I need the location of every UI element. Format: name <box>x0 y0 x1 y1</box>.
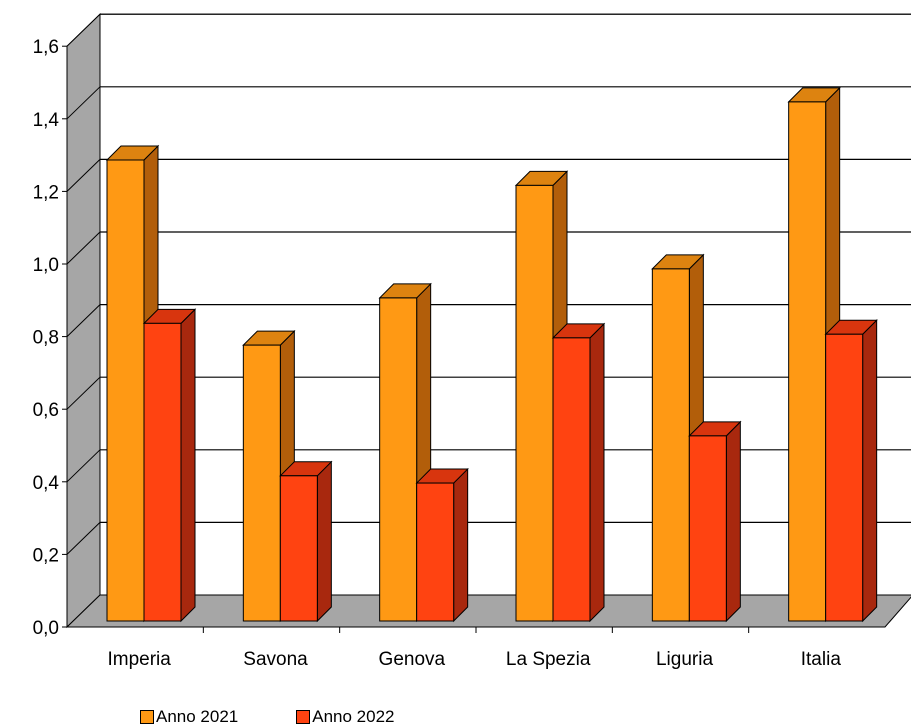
bar <box>142 308 197 623</box>
bar <box>279 460 333 623</box>
axes <box>62 45 885 633</box>
bar-front <box>379 297 418 622</box>
bar-side <box>862 319 878 623</box>
bar-front <box>552 337 591 622</box>
gridline-side <box>66 522 101 555</box>
bar <box>551 322 606 623</box>
bar-front <box>279 475 318 622</box>
legend-label-2021: Anno 2021 <box>156 707 239 726</box>
y-tick-label: 1,6 <box>33 37 59 58</box>
bar-front <box>106 159 145 622</box>
bar <box>415 467 469 623</box>
bar-side <box>316 460 332 623</box>
gridline-side <box>66 449 101 483</box>
category-label: Savona <box>243 649 308 670</box>
bar-side <box>180 308 196 623</box>
category-label: La Spezia <box>506 649 591 670</box>
bar-front <box>143 322 182 622</box>
bar <box>824 319 878 623</box>
category-label: Italia <box>801 649 842 670</box>
gridline-side <box>66 304 101 337</box>
gridline-side <box>66 13 101 47</box>
y-tick-label: 0,6 <box>33 400 59 421</box>
category-labels: Imperia Savona Genova La Spezia Liguria Itali… <box>107 649 841 670</box>
y-tick-label: 0,8 <box>33 328 59 349</box>
gridline-side <box>66 86 101 120</box>
legend-item-2021: Anno 2021 <box>140 707 238 727</box>
legend-swatch-2022 <box>296 710 311 724</box>
legend-label-2022: Anno 2022 <box>312 707 395 726</box>
legend-swatch-2021 <box>140 710 154 724</box>
legend: Anno 2021 Anno 2022 <box>140 706 453 728</box>
y-tick-label: 1,2 <box>33 182 59 203</box>
y-tick-label: 1,0 <box>33 255 59 276</box>
bar-front <box>788 101 827 622</box>
bar <box>688 420 742 623</box>
legend-item-2022: Anno 2022 <box>296 707 395 727</box>
y-tick-label: 0,4 <box>33 473 60 494</box>
bar-chart: 0,0 0,2 0,4 0,6 0,8 1,0 1,2 1,4 1,6 Imperia Savon… <box>33 13 911 670</box>
gridlines <box>66 13 911 555</box>
bar-side <box>589 322 605 623</box>
bar-side <box>453 467 469 623</box>
gridline-side <box>66 376 101 410</box>
bar-front <box>416 482 455 622</box>
bar-front <box>688 435 727 622</box>
category-label: Liguria <box>656 649 713 670</box>
y-tick-label: 0,2 <box>33 545 59 566</box>
y-tick-label: 1,4 <box>33 110 60 131</box>
gridline-side <box>66 231 101 265</box>
bar-front <box>825 333 864 622</box>
y-tick-label: 0,0 <box>33 618 59 639</box>
bar-front <box>515 184 554 622</box>
y-tick-labels: 0,0 0,2 0,4 0,6 0,8 1,0 1,2 1,4 1,6 <box>33 37 60 639</box>
category-label: Genova <box>379 649 446 670</box>
bar-side <box>725 420 741 623</box>
category-label: Imperia <box>107 649 171 670</box>
bar-front <box>242 344 281 622</box>
bars <box>105 86 878 623</box>
bar-front <box>651 268 690 622</box>
gridline-side <box>66 159 101 192</box>
